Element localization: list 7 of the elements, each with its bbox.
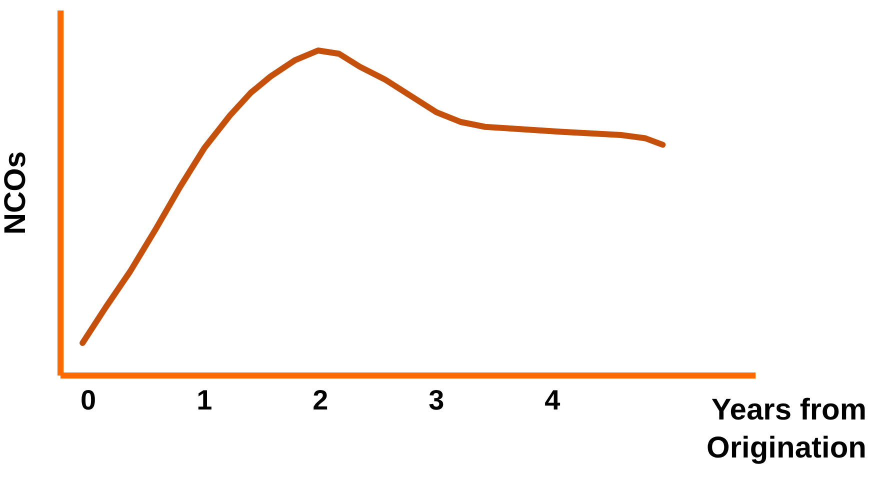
x-tick-label: 4 (544, 384, 561, 416)
x-tick-label: 3 (428, 384, 444, 416)
x-tick-label: 0 (80, 384, 96, 416)
x-tick-label: 2 (312, 384, 328, 416)
y-axis-title: NCOs (0, 151, 32, 235)
x-axis-title: Years from Origination (706, 394, 867, 464)
x-tick-label: 1 (196, 384, 212, 416)
